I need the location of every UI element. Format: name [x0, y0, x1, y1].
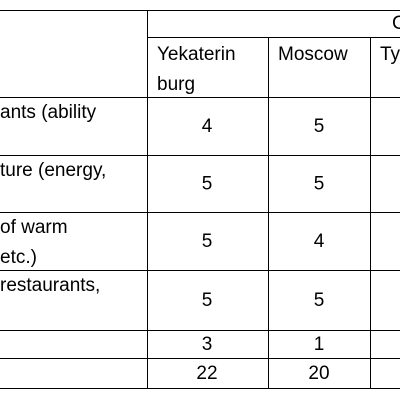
- cell-value: 4: [202, 116, 213, 137]
- cell-value: 3: [202, 334, 213, 355]
- column-header: Yekaterin burg: [157, 44, 236, 95]
- table-grid: [0, 10, 400, 389]
- cell-value: 4: [314, 231, 325, 252]
- cell-value: 20: [308, 363, 329, 384]
- row-label: etc.): [0, 247, 37, 268]
- cell-value: 22: [196, 363, 217, 384]
- row-label: of warm: [0, 217, 68, 238]
- cell-value: 5: [314, 290, 325, 311]
- cell-value: 5: [314, 116, 325, 137]
- column-header: Ty: [380, 44, 400, 65]
- column-header: Moscow: [278, 44, 348, 65]
- row-label: ants (ability: [0, 102, 97, 123]
- cell-value: 1: [314, 334, 325, 355]
- row-label: ture (energy,: [0, 160, 106, 181]
- cell-value: 5: [202, 290, 213, 311]
- cell-value: 5: [314, 174, 325, 195]
- group-header: C: [392, 13, 400, 34]
- cell-value: 5: [202, 174, 213, 195]
- cell-value: 5: [202, 231, 213, 252]
- row-label: restaurants,: [0, 275, 100, 296]
